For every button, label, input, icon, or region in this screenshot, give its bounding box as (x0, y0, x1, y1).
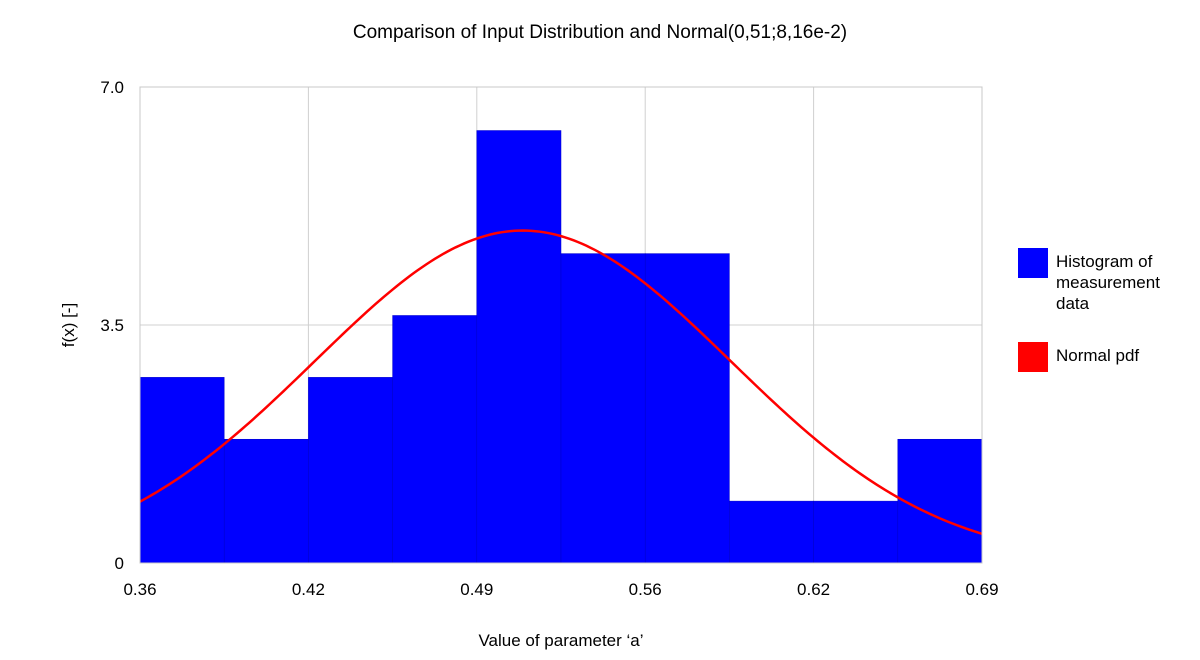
legend-swatch-normal-pdf (1018, 342, 1048, 372)
histogram-bar (644, 253, 730, 564)
histogram-bar (223, 438, 309, 564)
histogram-bar (139, 377, 225, 564)
chart-title: Comparison of Input Distribution and Nor… (353, 22, 847, 43)
y-tick-label: 7.0 (100, 78, 124, 97)
x-tick-label: 0.62 (797, 580, 830, 599)
legend-item-normal-pdf: Normal pdf (1018, 342, 1193, 372)
normal-pdf-line (139, 229, 983, 536)
legend-swatch-histogram (1018, 248, 1048, 278)
x-axis-ticks: 0.36 0.42 0.49 0.56 0.62 0.69 (123, 580, 998, 599)
histogram-bar (813, 500, 899, 564)
histogram-bar (560, 253, 646, 564)
histogram-bar (729, 500, 814, 564)
y-tick-label: 3.5 (100, 316, 124, 335)
legend-label-normal-pdf: Normal pdf (1056, 346, 1140, 365)
plot-frame (139, 86, 983, 564)
legend-item-histogram: Histogram of measurement data (1018, 248, 1193, 314)
legend-label-histogram: Histogram of measurement data (1056, 252, 1160, 313)
y-axis-label: f(x) [-] (59, 303, 78, 347)
x-tick-label: 0.49 (460, 580, 493, 599)
x-tick-label: 0.56 (629, 580, 662, 599)
legend: Histogram of measurement data Normal pdf (1018, 248, 1193, 400)
x-axis-label: Value of parameter ‘a’ (478, 631, 643, 650)
x-tick-label: 0.36 (123, 580, 156, 599)
y-axis-ticks: 0 3.5 7.0 (100, 78, 124, 573)
x-tick-label: 0.69 (965, 580, 998, 599)
histogram-bars (139, 130, 983, 564)
y-tick-label: 0 (115, 554, 124, 573)
x-tick-label: 0.42 (292, 580, 325, 599)
histogram-bar (897, 438, 983, 564)
histogram-bar (392, 315, 478, 564)
histogram-bar (476, 130, 562, 564)
histogram-bar (308, 377, 393, 564)
